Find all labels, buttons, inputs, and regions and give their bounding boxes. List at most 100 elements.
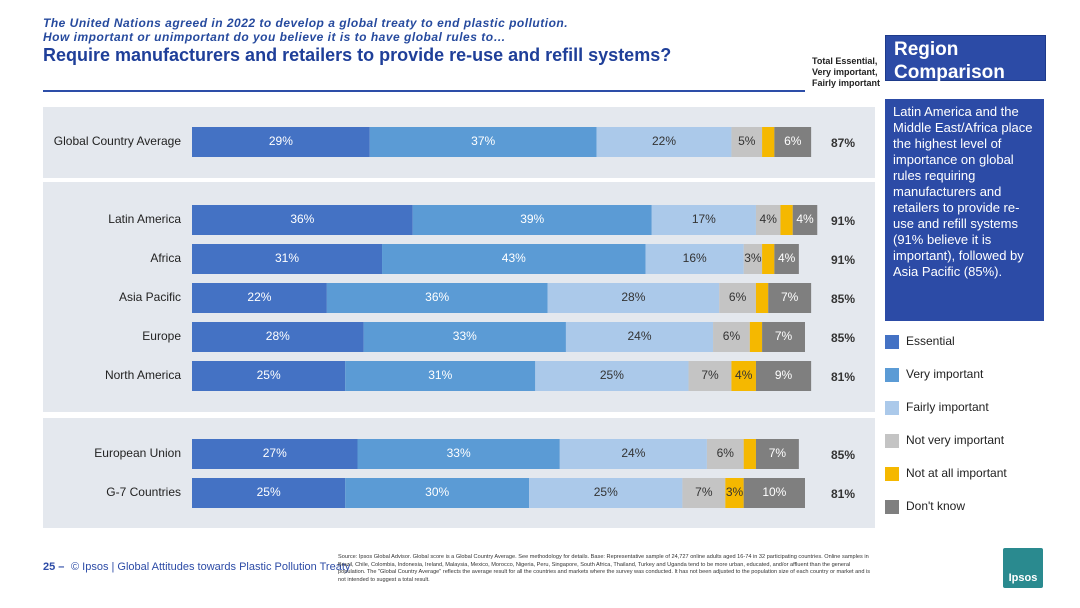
bar-segment — [768, 283, 812, 313]
legend-swatch — [885, 434, 899, 448]
bar-segment — [774, 127, 812, 157]
legend-label: Essential — [906, 334, 955, 348]
panel-text: Latin America and the Middle East/Africa… — [885, 99, 1044, 321]
bar-segment — [762, 322, 805, 352]
data-label: 29% — [269, 134, 293, 148]
data-label: 25% — [594, 485, 618, 499]
data-label: 39% — [520, 212, 544, 226]
bar-segment — [529, 478, 683, 508]
data-label: 37% — [471, 134, 495, 148]
footer: © Ipsos | Global Attitudes towards Plast… — [71, 561, 351, 573]
data-label: 9% — [775, 368, 793, 382]
bar-segment — [682, 478, 726, 508]
page-number: 25 – — [43, 561, 65, 573]
logo: Ipsos — [1003, 548, 1043, 588]
data-label: 5% — [738, 134, 756, 148]
bar-segment — [357, 439, 560, 469]
bar-segment — [749, 322, 763, 352]
bar-segment — [743, 439, 756, 469]
data-label: 7% — [695, 485, 713, 499]
legend-swatch — [885, 500, 899, 514]
total-header: Total Essential, Very important, Fairly … — [812, 56, 881, 88]
category-label: Asia Pacific — [119, 290, 181, 304]
total-label: 85% — [831, 331, 855, 345]
bar-segment — [192, 205, 413, 235]
bar-segment — [688, 361, 732, 391]
panel-title: Region Comparison — [885, 35, 1046, 83]
data-label: 33% — [453, 329, 477, 343]
bar-segment — [192, 244, 383, 274]
bar-segment — [369, 127, 597, 157]
bar-segment — [755, 205, 781, 235]
data-label: 22% — [247, 290, 271, 304]
bar-segment — [743, 478, 805, 508]
legend-label: Fairly important — [906, 400, 989, 414]
data-label: 33% — [447, 446, 471, 460]
bar-segment — [731, 127, 763, 157]
bar-segment — [596, 127, 732, 157]
bar-segment — [762, 244, 775, 274]
bar-segment — [345, 361, 536, 391]
category-label: North America — [105, 368, 181, 382]
data-label: 22% — [652, 134, 676, 148]
bar-segment — [345, 478, 530, 508]
data-label: 36% — [425, 290, 449, 304]
data-label: 6% — [729, 290, 747, 304]
legend-label: Very important — [906, 367, 984, 381]
data-label: 6% — [784, 134, 802, 148]
data-label: 17% — [692, 212, 716, 226]
data-label: 43% — [502, 251, 526, 265]
total-label: 91% — [831, 253, 855, 267]
data-label: 31% — [275, 251, 299, 265]
bar-segment — [547, 283, 720, 313]
data-label: 25% — [257, 368, 281, 382]
data-label: 4% — [796, 212, 814, 226]
data-label: 3% — [726, 485, 744, 499]
source-note: Source: Ipsos Global Advisor. Global sco… — [338, 554, 871, 583]
bar-segment — [645, 244, 744, 274]
category-label: G-7 Countries — [106, 485, 181, 499]
bar-segment — [755, 361, 812, 391]
bar-segment — [792, 205, 818, 235]
bar-segment — [706, 439, 744, 469]
data-label: 3% — [744, 251, 762, 265]
bar-segment — [412, 205, 652, 235]
data-label: 7% — [775, 329, 793, 343]
legend-swatch — [885, 368, 899, 382]
data-label: 16% — [683, 251, 707, 265]
data-label: 7% — [769, 446, 787, 460]
chart-title: Require manufacturers and retailers to p… — [43, 45, 672, 65]
legend-swatch — [885, 335, 899, 349]
category-label: Europe — [142, 329, 181, 343]
category-label: Global Country Average — [54, 134, 182, 148]
panel-background — [43, 418, 875, 528]
total-label: 91% — [831, 214, 855, 228]
data-label: 25% — [257, 485, 281, 499]
data-label: 24% — [627, 329, 651, 343]
bar-segment — [780, 205, 793, 235]
bar-segment — [725, 478, 744, 508]
category-label: Africa — [150, 251, 181, 265]
bar-segment — [719, 283, 756, 313]
bar-segment — [192, 283, 327, 313]
bar-segment — [651, 205, 756, 235]
bar-segment — [192, 127, 370, 157]
bar-segment — [192, 439, 358, 469]
bar-segment — [559, 439, 707, 469]
data-label: 4% — [735, 368, 753, 382]
data-label: 10% — [762, 485, 786, 499]
bar-segment — [755, 283, 769, 313]
data-label: 6% — [723, 329, 741, 343]
bar-segment — [192, 361, 346, 391]
bar-segment — [743, 244, 763, 274]
category-label: European Union — [94, 446, 181, 460]
total-label: 81% — [831, 370, 855, 384]
legend-swatch — [885, 467, 899, 481]
total-label: 81% — [831, 487, 855, 501]
data-label: 30% — [425, 485, 449, 499]
bar-segment — [755, 439, 799, 469]
category-label: Latin America — [108, 212, 181, 226]
data-label: 6% — [717, 446, 735, 460]
total-label: 87% — [831, 136, 855, 150]
